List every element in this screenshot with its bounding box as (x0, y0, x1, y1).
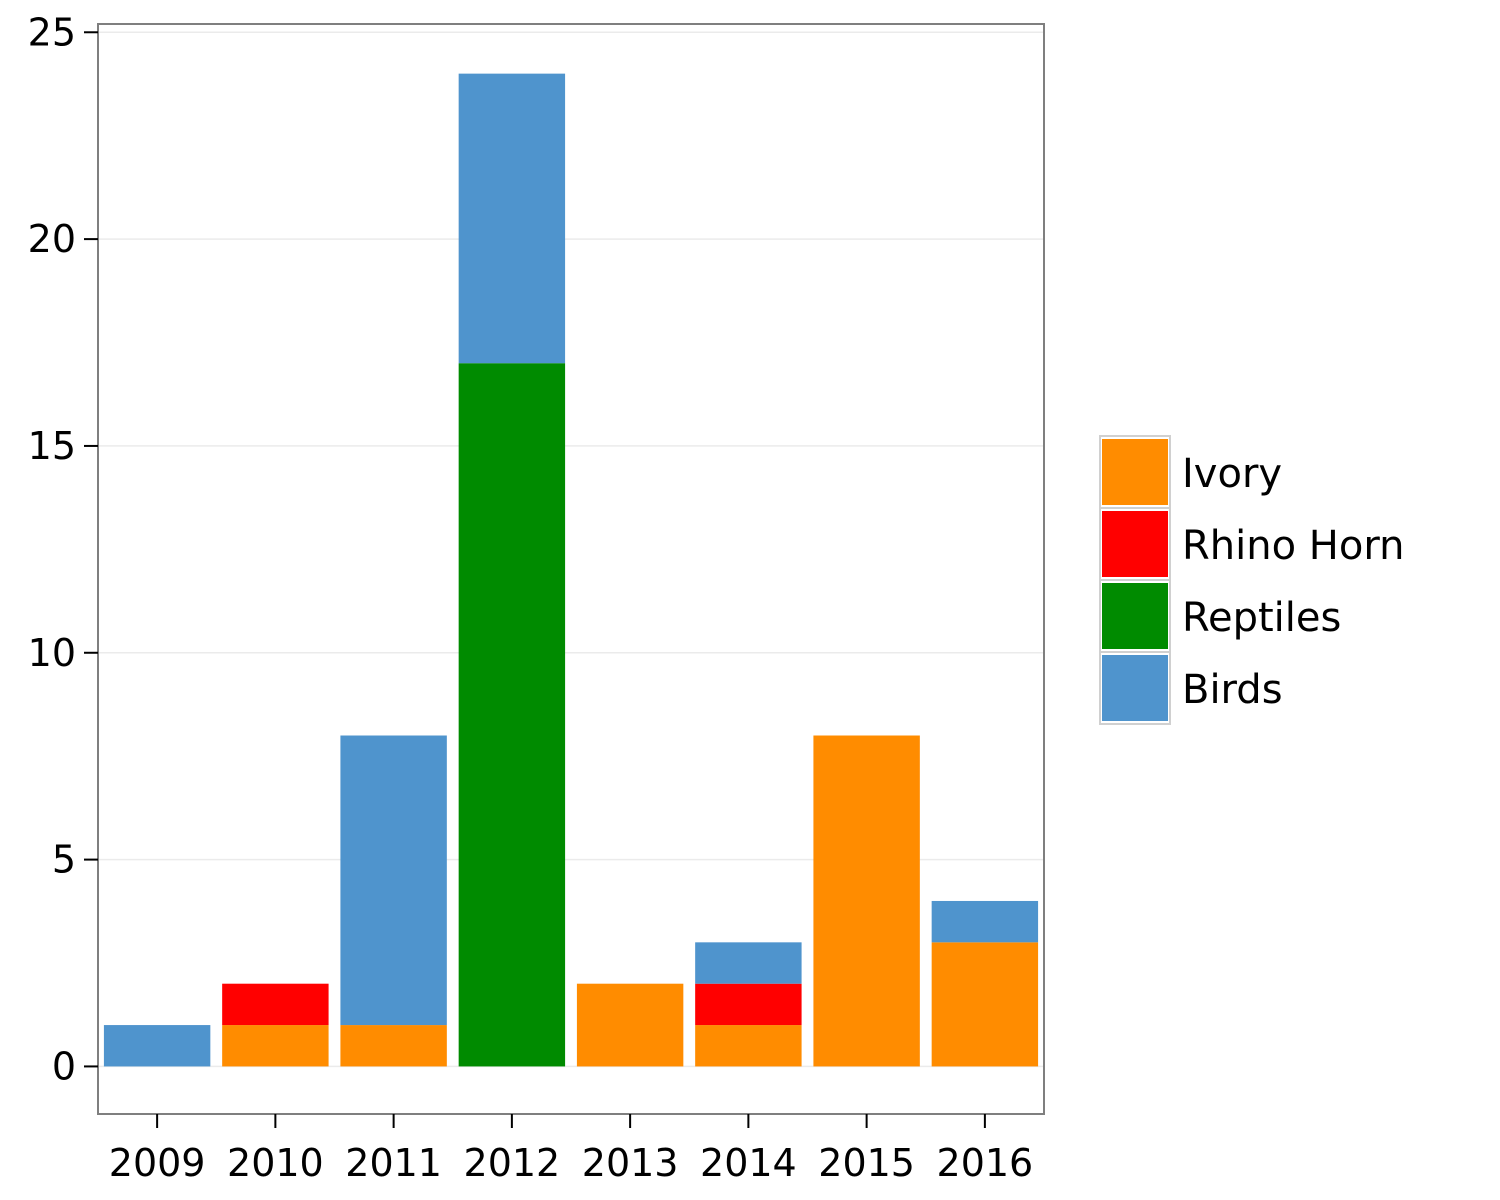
bar-2016-birds (931, 900, 1039, 943)
bar-2016-ivory (931, 942, 1039, 1067)
bar-2010-ivory (222, 1025, 329, 1067)
x-tick-label-2016: 2016 (937, 1141, 1034, 1185)
bar-2012-reptiles (458, 363, 566, 1067)
bar-2010-rhino-horn (222, 983, 329, 1026)
legend-label-rhino-horn: Rhino Horn (1182, 523, 1404, 569)
x-tick-label-2010: 2010 (227, 1141, 324, 1185)
legend-swatch-birds (1102, 655, 1168, 721)
legend-swatch-ivory (1102, 439, 1168, 505)
y-tick-label-10: 10 (28, 631, 76, 675)
y-tick-label-15: 15 (28, 424, 76, 468)
y-tick-label-0: 0 (52, 1044, 76, 1088)
bar-2015-ivory (813, 735, 920, 1067)
x-tick-label-2014: 2014 (700, 1141, 797, 1185)
plot-panel-border (97, 23, 1045, 1115)
legend-label-reptiles: Reptiles (1182, 595, 1341, 641)
bar-2013-ivory (576, 983, 684, 1067)
legend: Ivory Rhino Horn Reptiles Birds (1099, 435, 1404, 725)
legend-label-birds: Birds (1182, 667, 1283, 713)
bar-2012-birds (458, 73, 566, 364)
legend-swatch-reptiles (1102, 583, 1168, 649)
y-tick-label-5: 5 (52, 838, 76, 882)
bar-2014-birds (695, 942, 802, 984)
bar-2014-ivory (695, 1025, 802, 1067)
axes: 0 5 10 15 20 25 2009 2010 2011 2012 2013 2014 2015 20… (28, 10, 1034, 1185)
bar-2009-birds (103, 1025, 211, 1067)
x-tick-label-2009: 2009 (109, 1141, 206, 1185)
x-tick-label-2015: 2015 (818, 1141, 915, 1185)
x-tick-label-2012: 2012 (464, 1141, 561, 1185)
bar-2011-ivory (340, 1025, 447, 1067)
legend-label-ivory: Ivory (1182, 451, 1282, 497)
y-tick-label-20: 20 (28, 217, 76, 261)
x-tick-label-2011: 2011 (345, 1141, 442, 1185)
bars (103, 73, 1039, 1067)
y-tick-label-25: 25 (28, 10, 76, 54)
bar-2011-birds (340, 735, 447, 1026)
x-tick-label-2013: 2013 (582, 1141, 679, 1185)
bar-2014-rhino-horn (695, 983, 802, 1026)
legend-swatch-rhino-horn (1102, 511, 1168, 577)
